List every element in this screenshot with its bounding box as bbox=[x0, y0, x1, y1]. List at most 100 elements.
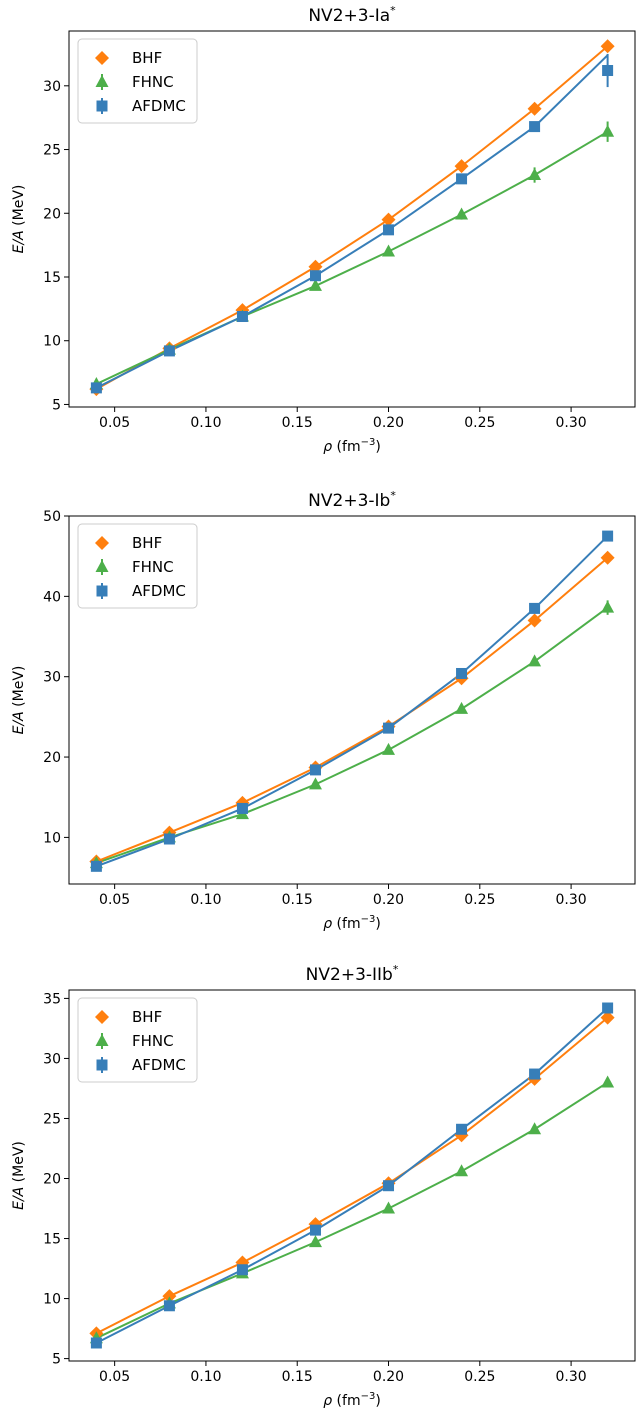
y-tick-label: 25 bbox=[43, 1111, 61, 1127]
legend-marker-bhf bbox=[95, 1010, 109, 1024]
plot-frame bbox=[68, 515, 636, 885]
data-point-afdmc bbox=[602, 530, 614, 542]
data-point-fhnc bbox=[455, 1164, 469, 1177]
chart-title: NV2+3-Ia* bbox=[308, 4, 396, 26]
data-point-afdmc bbox=[456, 173, 468, 185]
data-point-fhnc bbox=[455, 207, 469, 220]
data-point-fhnc bbox=[382, 1201, 396, 1214]
x-tick-label: 0.05 bbox=[99, 415, 130, 431]
chart-panel-2: NV2+3-Ib* 0.05 0.10 0.15 0.20 0.25 0.30 10 20 30 4… bbox=[11, 489, 636, 932]
series-line-afdmc bbox=[95, 1007, 609, 1344]
x-axis-label-exponent: −3 bbox=[361, 914, 376, 925]
data-point-afdmc bbox=[309, 1224, 321, 1236]
chart-title: NV2+3-Ib* bbox=[308, 489, 396, 511]
legend-marker-fhnc bbox=[95, 75, 109, 87]
x-axis-label: ρ (fm−3) bbox=[323, 437, 381, 455]
chart-title-text: NV2+3-Ib bbox=[308, 491, 390, 511]
x-axis-label-symbol: ρ bbox=[323, 1393, 332, 1409]
y-axis-label-symbol: E/A bbox=[11, 230, 27, 253]
x-tick-label: 0.25 bbox=[464, 892, 495, 908]
x-axis-label-close: ) bbox=[375, 439, 380, 455]
y-axis-label-symbol: E/A bbox=[11, 711, 27, 734]
chart-panel-1: NV2+3-Ia* 0.05 0.10 0.15 0.20 0.25 0.30 5 10 15 20… bbox=[11, 4, 636, 455]
legend-box bbox=[77, 523, 198, 609]
data-point-afdmc bbox=[529, 121, 541, 133]
legend-label: AFDMC bbox=[132, 1056, 186, 1074]
data-point-bhf bbox=[600, 550, 615, 565]
x-axis-label: ρ (fm−3) bbox=[323, 914, 381, 932]
data-point-afdmc bbox=[236, 802, 248, 814]
y-tick-label: 10 bbox=[43, 334, 61, 350]
x-tick-label: 0.30 bbox=[556, 1369, 587, 1385]
legend-marker-afdmc bbox=[96, 585, 108, 597]
data-point-afdmc bbox=[529, 602, 541, 614]
data-point-afdmc bbox=[602, 1002, 614, 1014]
x-tick-label: 0.20 bbox=[373, 1369, 404, 1385]
y-tick-label: 25 bbox=[43, 143, 61, 159]
data-point-fhnc bbox=[308, 777, 322, 790]
data-point-afdmc bbox=[236, 1264, 248, 1276]
legend-label: AFDMC bbox=[132, 582, 186, 600]
x-axis-label-unit: (fm bbox=[337, 1393, 361, 1409]
data-point-fhnc bbox=[382, 244, 396, 257]
data-point-afdmc bbox=[90, 382, 102, 394]
x-tick-label: 0.30 bbox=[556, 892, 587, 908]
series-line-afdmc bbox=[95, 54, 609, 389]
x-tick-label: 0.15 bbox=[282, 1369, 313, 1385]
legend-marker-fhnc bbox=[95, 560, 109, 572]
data-point-afdmc bbox=[236, 311, 248, 323]
x-tick-label: 0.05 bbox=[99, 892, 130, 908]
data-point-fhnc bbox=[528, 1122, 542, 1135]
data-point-afdmc bbox=[456, 1123, 468, 1135]
x-axis-label-unit: (fm bbox=[337, 439, 361, 455]
chart-title-text: NV2+3-IIb bbox=[306, 965, 393, 985]
y-tick-label: 40 bbox=[43, 589, 61, 605]
y-tick-label: 5 bbox=[52, 397, 61, 413]
x-tick-label: 0.05 bbox=[99, 1369, 130, 1385]
legend-label: AFDMC bbox=[132, 97, 186, 115]
data-point-bhf bbox=[381, 212, 396, 227]
data-point-afdmc bbox=[383, 1180, 395, 1192]
x-axis-label-symbol: ρ bbox=[323, 916, 332, 932]
data-point-fhnc bbox=[308, 1235, 322, 1248]
data-point-fhnc bbox=[601, 1075, 615, 1088]
series-line-fhnc bbox=[95, 1081, 609, 1340]
series-line-bhf bbox=[95, 1016, 609, 1335]
x-tick-label: 0.10 bbox=[190, 892, 221, 908]
chart-title-superscript: * bbox=[390, 489, 396, 502]
x-axis-label-symbol: ρ bbox=[323, 439, 332, 455]
chart-panel-3: NV2+3-IIb* 0.05 0.10 0.15 0.20 0.25 0.30 5 10 15 2… bbox=[11, 963, 636, 1409]
y-tick-label: 20 bbox=[43, 206, 61, 222]
data-point-fhnc bbox=[601, 600, 615, 613]
y-tick-label: 50 bbox=[43, 509, 61, 525]
legend-label: BHF bbox=[132, 534, 162, 552]
data-point-afdmc bbox=[90, 860, 102, 872]
data-point-afdmc bbox=[309, 764, 321, 776]
data-point-afdmc bbox=[602, 65, 614, 77]
legend-marker-afdmc bbox=[96, 1059, 108, 1071]
y-tick-label: 20 bbox=[43, 750, 61, 766]
chart-title-superscript: * bbox=[393, 963, 399, 976]
x-tick-label: 0.10 bbox=[190, 415, 221, 431]
data-point-afdmc bbox=[529, 1068, 541, 1080]
y-tick-label: 30 bbox=[43, 670, 61, 686]
data-point-fhnc bbox=[528, 654, 542, 667]
x-axis-label-close: ) bbox=[375, 916, 380, 932]
x-tick-label: 0.10 bbox=[190, 1369, 221, 1385]
series-line-bhf bbox=[95, 45, 609, 391]
data-point-afdmc bbox=[163, 1300, 175, 1312]
legend-label: FHNC bbox=[132, 1032, 174, 1050]
y-tick-label: 5 bbox=[52, 1352, 61, 1368]
data-point-afdmc bbox=[90, 1337, 102, 1349]
data-point-bhf bbox=[162, 1289, 177, 1304]
legend-box bbox=[77, 38, 198, 124]
y-axis-label-symbol: E/A bbox=[11, 1187, 27, 1210]
legend-label: BHF bbox=[132, 49, 162, 67]
x-tick-label: 0.20 bbox=[373, 892, 404, 908]
y-tick-label: 20 bbox=[43, 1172, 61, 1188]
data-point-afdmc bbox=[309, 270, 321, 282]
x-axis-label-exponent: −3 bbox=[361, 1391, 376, 1402]
y-tick-label: 30 bbox=[43, 79, 61, 95]
data-point-afdmc bbox=[163, 345, 175, 357]
